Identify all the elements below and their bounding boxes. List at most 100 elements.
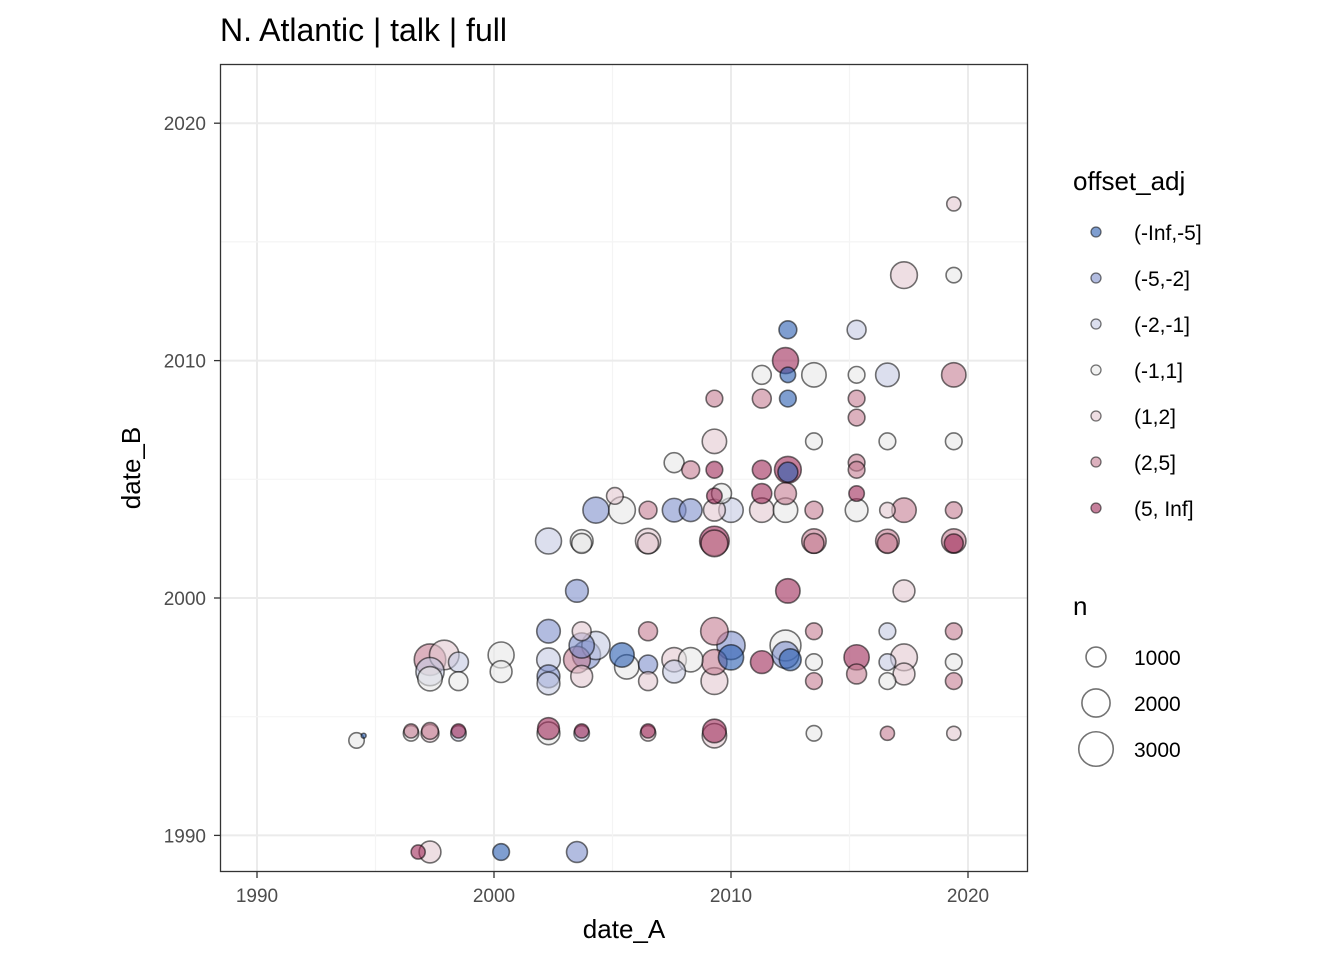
data-point bbox=[420, 721, 440, 741]
data-point bbox=[636, 532, 660, 555]
data-point bbox=[944, 622, 963, 641]
panel-border bbox=[219, 63, 1029, 873]
data-point bbox=[940, 361, 967, 388]
data-point bbox=[944, 501, 963, 520]
data-point bbox=[570, 532, 593, 555]
data-point bbox=[751, 459, 773, 481]
data-point bbox=[804, 500, 824, 520]
size-legend-key bbox=[1081, 688, 1111, 718]
data-point bbox=[751, 482, 773, 505]
data-point bbox=[847, 365, 866, 384]
x-tick-label: 2000 bbox=[473, 886, 515, 907]
data-point bbox=[705, 460, 724, 479]
data-point bbox=[774, 577, 801, 604]
data-point bbox=[845, 663, 868, 685]
data-point bbox=[751, 364, 773, 386]
size-legend-key bbox=[1077, 730, 1115, 768]
data-point bbox=[944, 432, 963, 451]
y-axis-label: date_B bbox=[116, 427, 146, 509]
data-point bbox=[945, 196, 962, 212]
color-legend-title: offset_adj bbox=[1073, 166, 1185, 196]
data-point bbox=[534, 527, 563, 555]
data-point bbox=[701, 428, 728, 455]
data-point bbox=[637, 620, 659, 642]
data-point bbox=[448, 670, 469, 692]
color-legend-key bbox=[1090, 456, 1102, 468]
data-point bbox=[945, 266, 963, 284]
data-point bbox=[944, 652, 963, 672]
data-point bbox=[844, 498, 869, 523]
data-point bbox=[699, 616, 729, 646]
data-point bbox=[491, 842, 511, 862]
data-point bbox=[803, 532, 825, 555]
size-legend-title: n bbox=[1073, 591, 1087, 621]
data-point bbox=[878, 671, 897, 691]
data-point bbox=[536, 716, 561, 741]
data-point bbox=[874, 362, 901, 388]
data-point bbox=[608, 641, 635, 668]
data-point bbox=[410, 844, 427, 860]
data-point bbox=[847, 408, 866, 427]
data-point bbox=[489, 659, 513, 684]
data-point bbox=[846, 319, 867, 340]
data-point bbox=[700, 529, 729, 558]
data-point bbox=[571, 620, 592, 642]
data-point bbox=[878, 622, 897, 641]
color-legend-key bbox=[1090, 410, 1102, 422]
data-point bbox=[582, 496, 610, 524]
data-point bbox=[661, 659, 687, 684]
data-point bbox=[878, 432, 897, 451]
y-tick-label: 2000 bbox=[164, 589, 206, 610]
y-tick-label: 2010 bbox=[164, 352, 206, 373]
data-point bbox=[876, 532, 899, 555]
color-legend-label: (-2,-1] bbox=[1134, 314, 1190, 337]
color-legend-key bbox=[1090, 272, 1102, 284]
data-point bbox=[777, 461, 799, 483]
data-point bbox=[535, 618, 562, 644]
size-legend: 1000 2000 3000 bbox=[1077, 646, 1181, 768]
data-point bbox=[565, 840, 589, 864]
data-point bbox=[450, 723, 467, 739]
data-point bbox=[778, 389, 798, 408]
x-tick-label: 2020 bbox=[947, 886, 989, 907]
data-point bbox=[348, 731, 366, 749]
data-point bbox=[573, 723, 590, 739]
data-point bbox=[637, 670, 659, 692]
data-point bbox=[701, 718, 727, 744]
data-point bbox=[403, 723, 419, 739]
data-point bbox=[717, 643, 745, 671]
data-point bbox=[417, 665, 444, 692]
data-point bbox=[638, 500, 658, 520]
data-point bbox=[779, 366, 797, 384]
color-legend-label: (-5,-2] bbox=[1134, 268, 1190, 291]
data-point bbox=[804, 671, 824, 691]
data-point bbox=[705, 389, 724, 408]
data-point bbox=[778, 648, 802, 672]
size-legend-key bbox=[1085, 646, 1107, 668]
data-point bbox=[564, 578, 590, 604]
data-point bbox=[847, 389, 866, 408]
data-point bbox=[878, 501, 896, 519]
data-point bbox=[678, 498, 703, 523]
data-point bbox=[804, 652, 824, 672]
data-point bbox=[605, 486, 625, 506]
data-point bbox=[705, 487, 723, 505]
color-legend-label: (2,5] bbox=[1134, 452, 1176, 475]
data-point bbox=[804, 622, 824, 641]
data-point bbox=[800, 361, 827, 388]
size-legend-label: 1000 bbox=[1134, 647, 1181, 670]
data-point bbox=[751, 388, 773, 409]
color-legend-key bbox=[1090, 364, 1102, 376]
data-point bbox=[778, 320, 798, 340]
color-legend-key bbox=[1090, 318, 1102, 330]
data-point bbox=[447, 651, 470, 673]
data-point bbox=[773, 481, 798, 506]
color-legend: (-Inf,-5] (-5,-2] (-2,-1] (-1,1] (1,2] (2,5] (… bbox=[1090, 222, 1202, 521]
data-point bbox=[847, 460, 866, 479]
color-legend-label: (1,2] bbox=[1134, 406, 1176, 429]
color-legend-key bbox=[1090, 502, 1102, 514]
axis-ticks: 1990 2000 2010 2020 1990 2000 2010 2020 bbox=[164, 114, 989, 907]
data-point bbox=[360, 732, 367, 739]
size-legend-label: 2000 bbox=[1134, 693, 1181, 716]
